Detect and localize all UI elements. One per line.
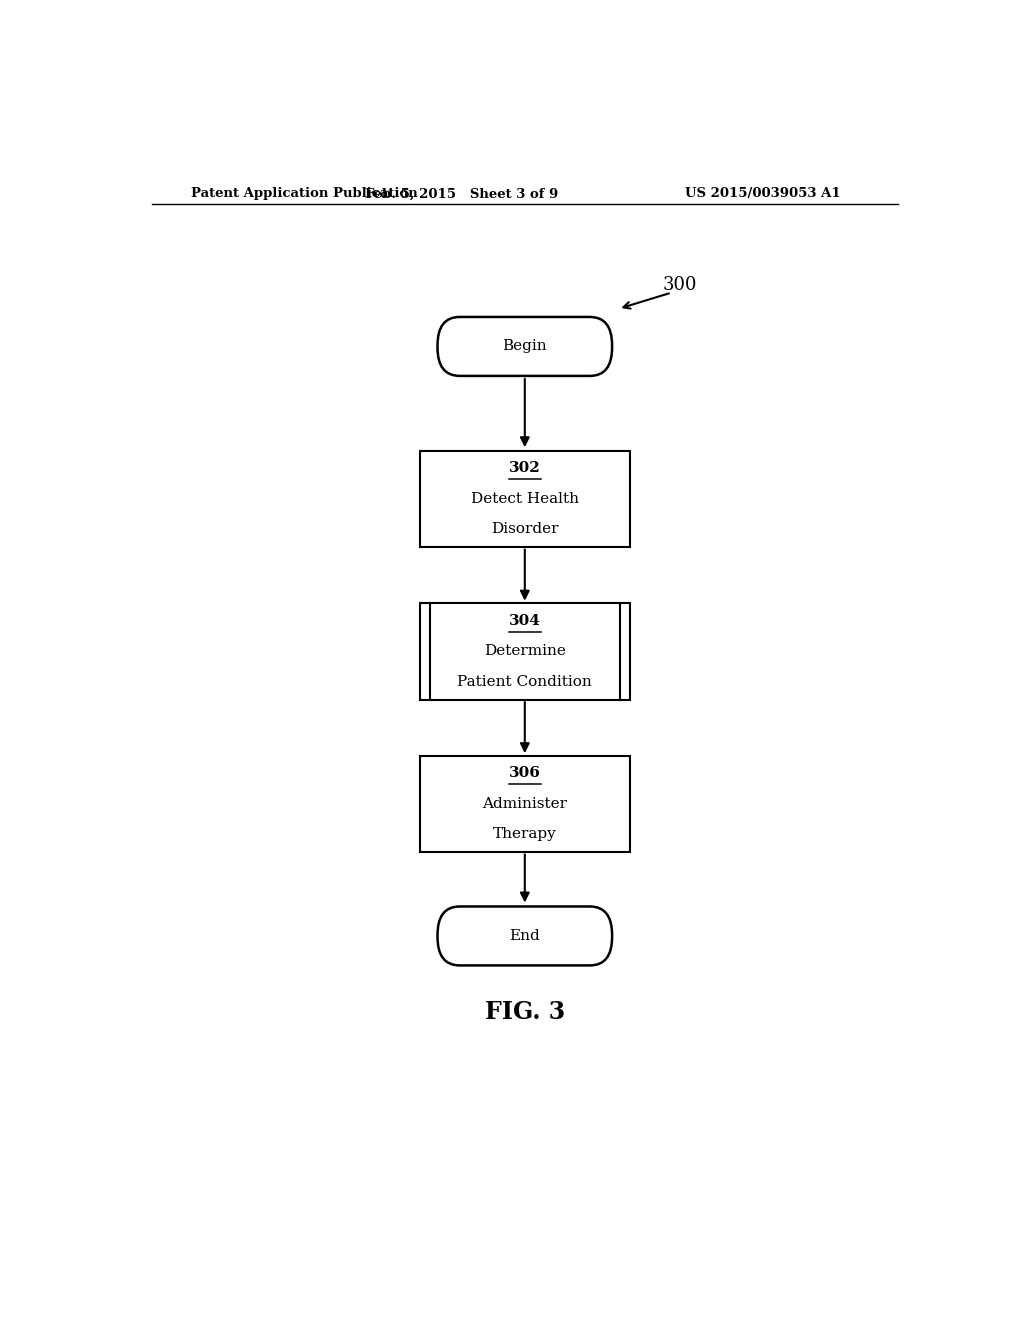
Text: Therapy: Therapy: [493, 828, 557, 841]
Text: US 2015/0039053 A1: US 2015/0039053 A1: [685, 187, 841, 201]
Text: Feb. 5, 2015   Sheet 3 of 9: Feb. 5, 2015 Sheet 3 of 9: [365, 187, 558, 201]
Text: End: End: [509, 929, 541, 942]
Text: Administer: Administer: [482, 797, 567, 810]
Text: Patient Condition: Patient Condition: [458, 675, 592, 689]
Bar: [420, 603, 630, 700]
Text: 300: 300: [663, 276, 696, 294]
Bar: [420, 450, 630, 548]
Bar: [420, 755, 630, 853]
Text: Detect Health: Detect Health: [471, 492, 579, 506]
Text: FIG. 3: FIG. 3: [484, 1001, 565, 1024]
Text: 306: 306: [509, 767, 541, 780]
Text: Determine: Determine: [484, 644, 565, 659]
Text: Begin: Begin: [503, 339, 547, 354]
Text: 302: 302: [509, 462, 541, 475]
Text: Patent Application Publication: Patent Application Publication: [191, 187, 418, 201]
Text: Disorder: Disorder: [492, 523, 558, 536]
Text: 304: 304: [509, 614, 541, 628]
